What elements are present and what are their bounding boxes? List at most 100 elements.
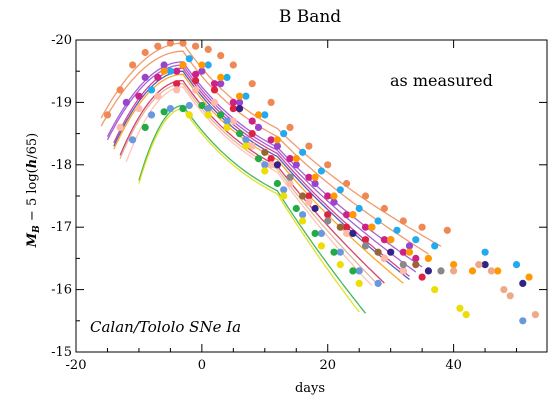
data-point bbox=[481, 248, 489, 256]
data-point bbox=[160, 108, 168, 116]
template-curve bbox=[100, 42, 442, 247]
data-point bbox=[286, 179, 294, 188]
data-point bbox=[431, 242, 439, 250]
data-point bbox=[468, 267, 477, 275]
template-curve bbox=[113, 70, 410, 281]
data-point bbox=[361, 242, 370, 250]
data-point bbox=[173, 86, 181, 94]
data-point bbox=[185, 101, 193, 110]
data-point bbox=[236, 105, 244, 113]
data-point bbox=[317, 167, 325, 175]
data-point bbox=[531, 311, 540, 319]
data-point bbox=[154, 42, 162, 50]
data-point bbox=[336, 261, 344, 269]
data-point bbox=[481, 261, 489, 269]
template-curve bbox=[100, 50, 429, 255]
data-point bbox=[248, 117, 256, 125]
data-point bbox=[129, 136, 137, 144]
data-point bbox=[311, 179, 319, 188]
data-point bbox=[387, 248, 395, 256]
y-tick-label: -17 bbox=[51, 220, 72, 235]
data-point bbox=[412, 236, 420, 244]
data-point bbox=[229, 61, 237, 69]
data-point bbox=[267, 155, 275, 163]
data-point bbox=[286, 155, 294, 163]
data-point bbox=[311, 229, 319, 237]
data-point bbox=[280, 192, 288, 200]
y-tick-label: -20 bbox=[51, 33, 72, 48]
y-axis-ticks: -20 -19 -18 -17 -16 -15 bbox=[51, 33, 547, 360]
data-point bbox=[141, 123, 149, 131]
data-point bbox=[418, 223, 426, 231]
y-label-tail: /65) bbox=[25, 133, 40, 159]
data-point bbox=[248, 142, 256, 150]
x-axis-ticks: -20 0 20 40 bbox=[66, 40, 518, 373]
data-point bbox=[229, 98, 237, 106]
data-point bbox=[204, 111, 212, 119]
data-point bbox=[311, 173, 319, 181]
data-point bbox=[349, 211, 357, 219]
data-point bbox=[336, 223, 344, 231]
data-point bbox=[305, 142, 313, 150]
annotation-calan-tololo: Calan/Tololo SNe Ia bbox=[90, 318, 241, 336]
data-point bbox=[261, 167, 269, 175]
data-point bbox=[248, 130, 256, 138]
data-point bbox=[336, 186, 344, 194]
data-point bbox=[198, 67, 206, 75]
data-point bbox=[236, 130, 244, 138]
data-point bbox=[229, 105, 237, 113]
data-point bbox=[424, 254, 432, 262]
data-point bbox=[405, 242, 414, 250]
annotation-as-measured: as measured bbox=[390, 71, 493, 90]
data-point bbox=[204, 61, 212, 69]
x-tick-label: 40 bbox=[445, 358, 462, 373]
data-point bbox=[487, 267, 495, 275]
data-point bbox=[286, 173, 294, 181]
data-point bbox=[380, 236, 388, 244]
data-point bbox=[217, 73, 225, 81]
template-curve bbox=[138, 107, 360, 313]
data-point bbox=[173, 80, 181, 88]
data-point bbox=[336, 248, 344, 256]
data-point bbox=[192, 42, 200, 50]
data-point bbox=[160, 67, 168, 75]
data-point bbox=[166, 39, 174, 47]
data-point bbox=[431, 286, 439, 294]
data-point bbox=[254, 123, 263, 131]
data-point bbox=[273, 136, 281, 144]
data-point bbox=[223, 123, 231, 131]
data-point bbox=[248, 80, 256, 88]
data-point bbox=[198, 101, 206, 110]
chart-title: B Band bbox=[279, 7, 341, 27]
data-point bbox=[437, 267, 445, 275]
data-point bbox=[198, 61, 206, 69]
data-point bbox=[393, 226, 401, 234]
data-point bbox=[261, 148, 269, 156]
data-point bbox=[217, 52, 225, 60]
y-tick-label: -15 bbox=[51, 345, 72, 360]
data-point bbox=[173, 67, 181, 75]
data-point bbox=[399, 248, 407, 256]
data-point bbox=[147, 86, 156, 94]
data-point bbox=[519, 279, 527, 287]
data-point bbox=[147, 111, 156, 119]
data-point bbox=[204, 105, 212, 113]
data-point bbox=[349, 267, 357, 275]
data-point bbox=[343, 211, 351, 219]
data-point bbox=[443, 226, 451, 234]
data-point bbox=[305, 173, 313, 181]
data-point bbox=[129, 61, 137, 69]
data-point bbox=[361, 223, 370, 231]
data-point bbox=[355, 204, 363, 213]
data-point bbox=[519, 317, 527, 325]
data-point bbox=[387, 236, 395, 244]
data-point bbox=[292, 161, 300, 169]
data-point bbox=[361, 192, 370, 200]
data-point bbox=[116, 86, 124, 94]
data-point bbox=[330, 198, 338, 206]
data-point bbox=[261, 111, 269, 119]
data-point bbox=[506, 292, 514, 300]
template-curve bbox=[119, 83, 379, 286]
data-point bbox=[273, 161, 281, 169]
